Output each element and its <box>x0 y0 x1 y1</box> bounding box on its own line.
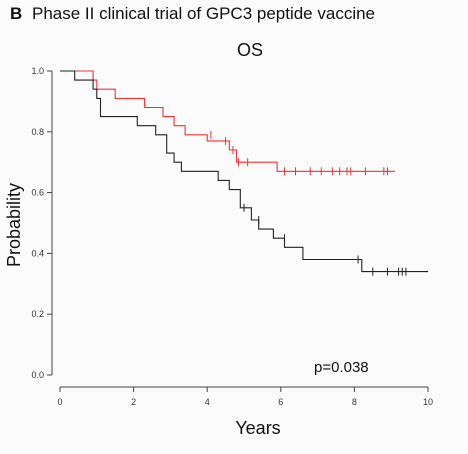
y-tick-label: 0.0 <box>31 370 44 380</box>
panel-letter: B <box>10 4 23 23</box>
x-tick-label: 10 <box>423 397 433 407</box>
x-tick-label: 8 <box>352 397 357 407</box>
y-tick-label: 0.8 <box>31 127 44 137</box>
x-axis-label: Years <box>235 418 280 438</box>
survival-step-line <box>60 70 428 273</box>
y-tick-label: 0.6 <box>31 188 44 198</box>
chart-axes: 0.0 0.2 0.4 0.6 0.8 1.0 0 2 4 6 8 10 <box>31 66 433 407</box>
series-layer <box>60 70 428 276</box>
y-tick-label: 1.0 <box>31 66 44 76</box>
survival-series-1 <box>60 70 395 176</box>
chart-title: OS <box>237 40 263 60</box>
survival-series-2 <box>60 70 428 276</box>
y-tick-label: 0.2 <box>31 309 44 319</box>
y-axis-label: Probability <box>4 183 24 267</box>
survival-step-line <box>60 70 395 172</box>
y-tick-label: 0.4 <box>31 248 44 258</box>
x-tick-label: 4 <box>205 397 210 407</box>
p-value-annotation: p=0.038 <box>314 359 369 376</box>
figure-header-title: Phase II clinical trial of GPC3 peptide … <box>32 4 376 23</box>
x-tick-label: 2 <box>131 397 136 407</box>
x-tick-label: 6 <box>278 397 283 407</box>
x-tick-label: 0 <box>57 397 62 407</box>
